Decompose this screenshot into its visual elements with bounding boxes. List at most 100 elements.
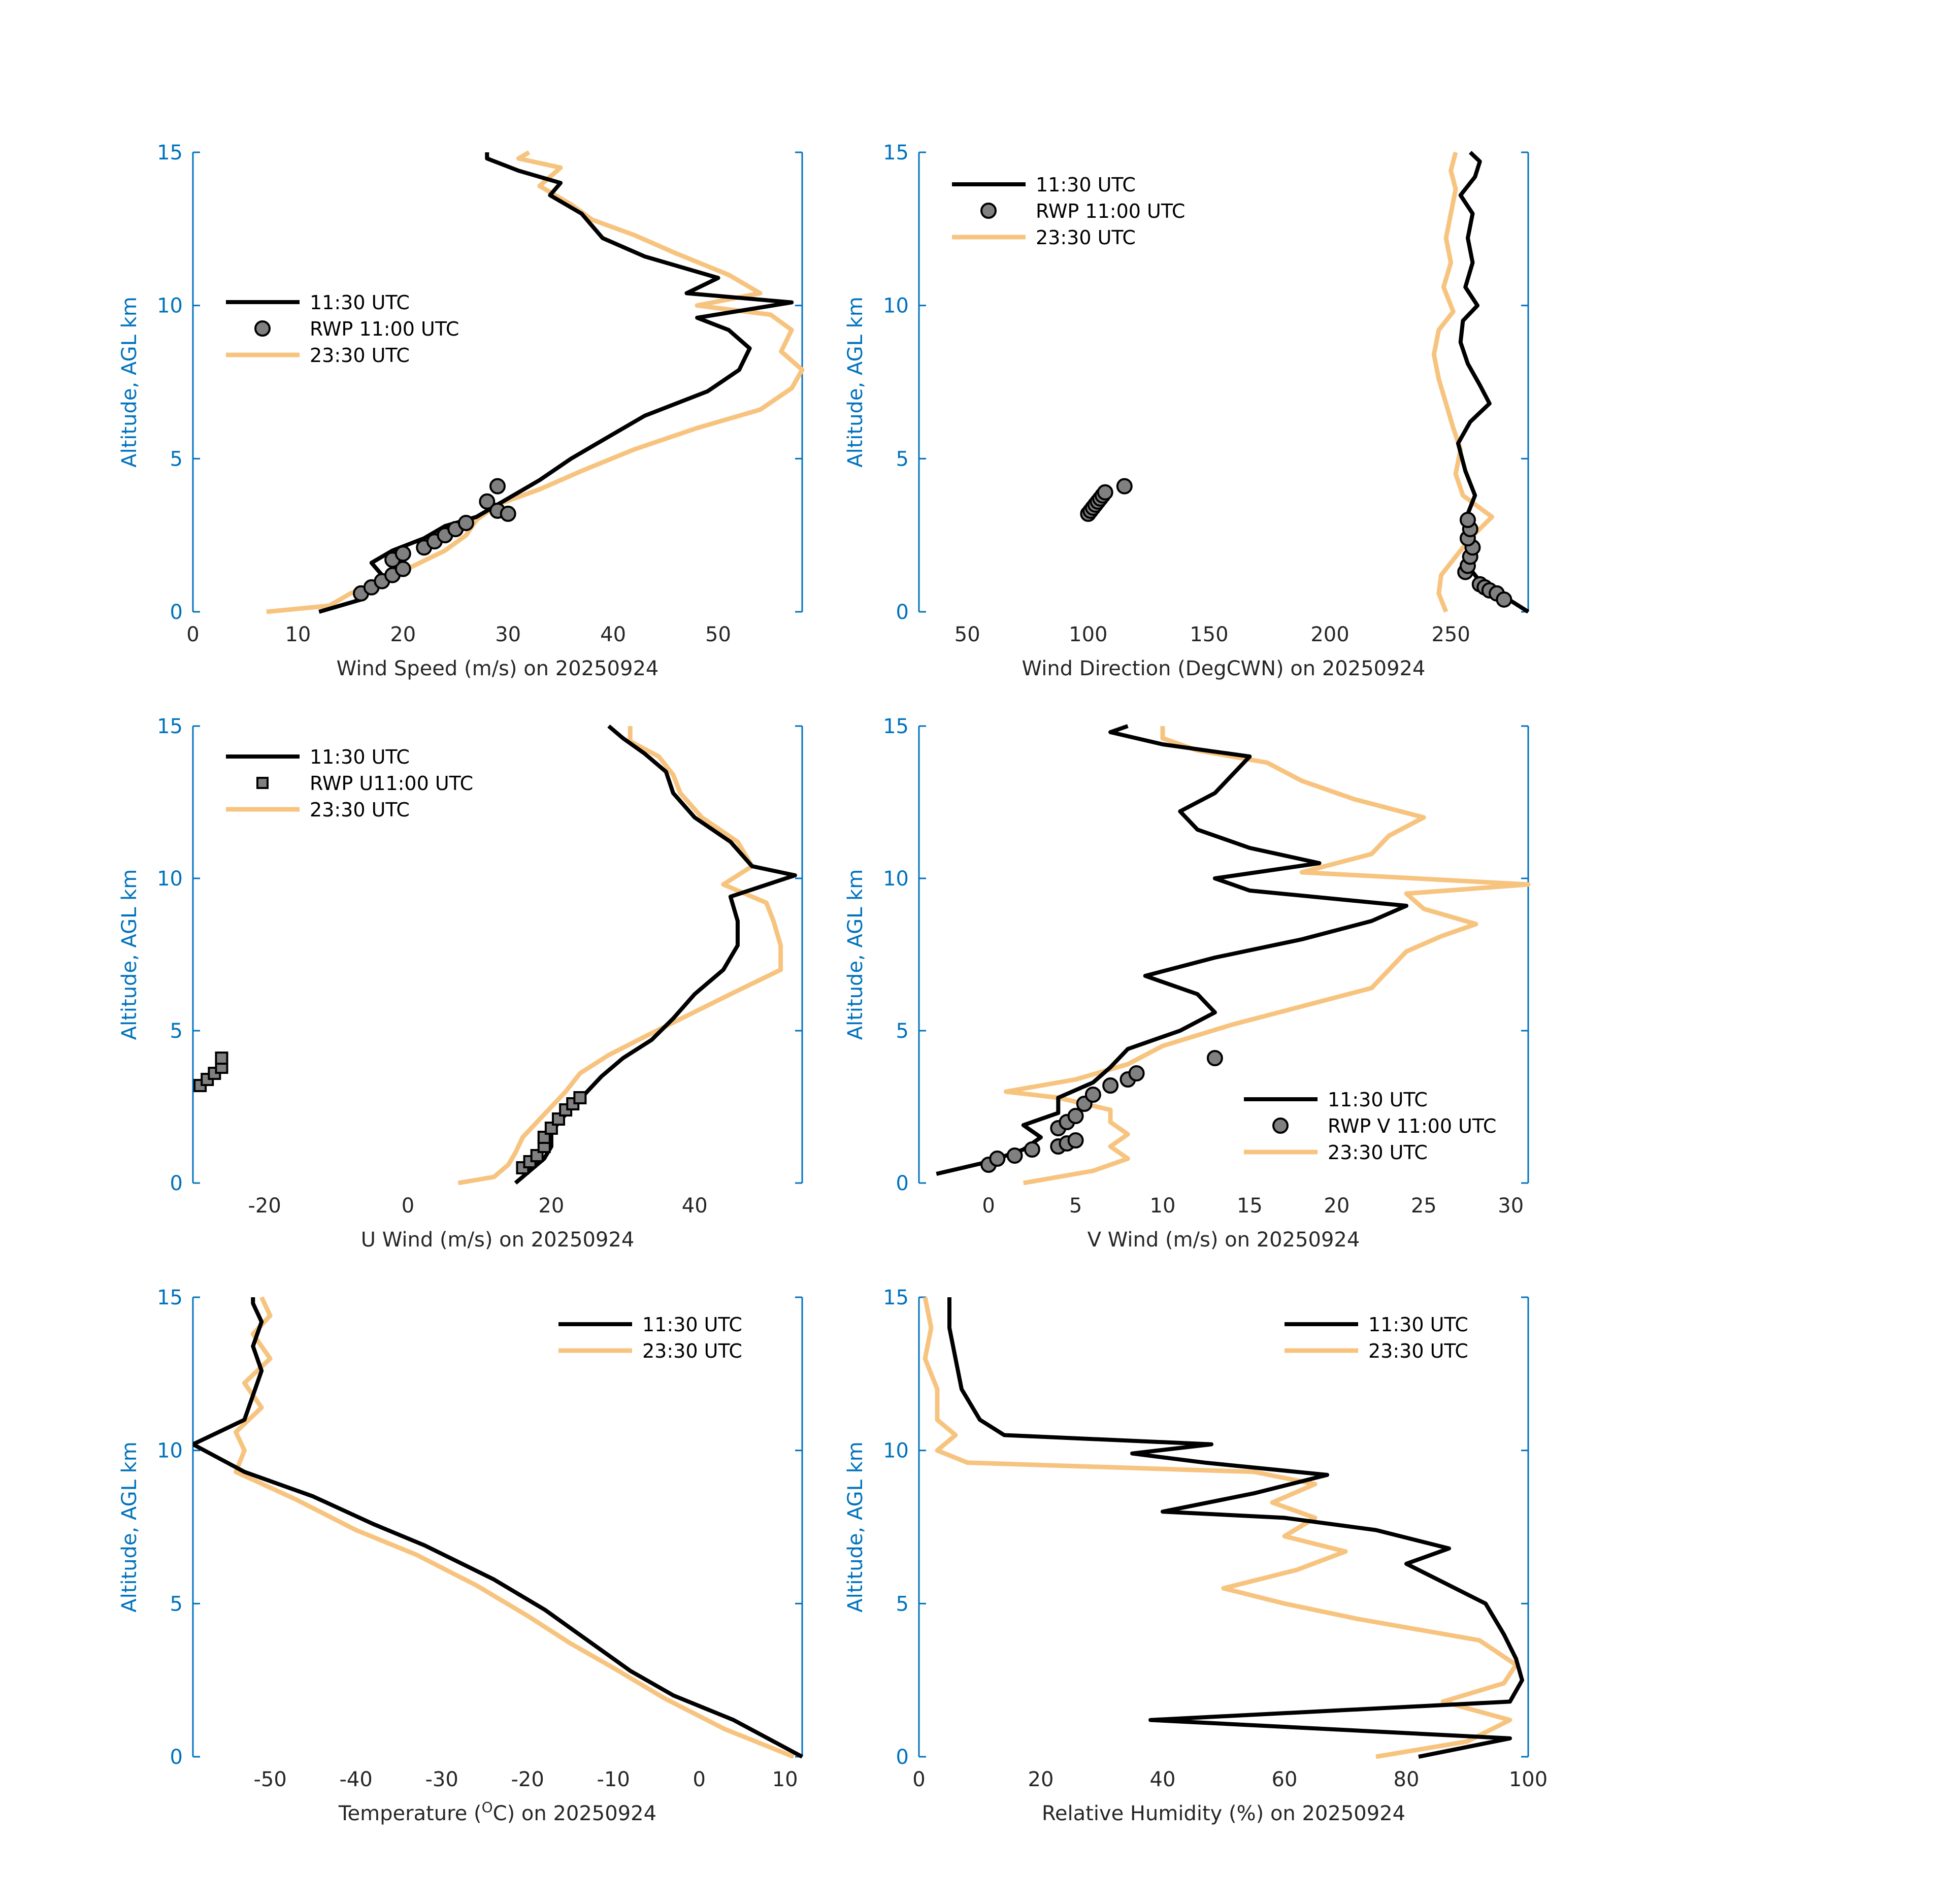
panel-3-y-tick-label: 0 [170, 1172, 183, 1195]
panel-3-x-tick-label: -20 [248, 1194, 281, 1218]
panel-2-x-tick-label: 150 [1190, 623, 1228, 646]
panel-1-y-label: Altitude, AGL km [118, 297, 141, 468]
panel-1-x-label: Wind Speed (m/s) on 20250924 [337, 657, 659, 680]
panel-2-x-tick-label: 100 [1069, 623, 1107, 646]
panel-1-series-rwp-11-00-utc-point [394, 561, 411, 577]
panel-4-series-rwp-v-11-00-utc-point [1067, 1132, 1084, 1148]
panel-1-x-tick-label: 10 [285, 623, 311, 646]
panel-4-x-label: V Wind (m/s) on 20250924 [1088, 1228, 1360, 1252]
panel-3-legend-entry-2-swatch [256, 777, 269, 789]
panel-3-series-23-30-utc-line [457, 726, 783, 1185]
panel-2-legend-entry-1-label: 11:30 UTC [1036, 174, 1136, 196]
panel-3-legend-entry-2-label: RWP U11:00 UTC [310, 772, 473, 795]
panel-3-x-tick-label: 40 [682, 1194, 708, 1218]
panel-3-y-label: Altitude, AGL km [118, 869, 141, 1040]
panel-1-legend-entry-3-label: 23:30 UTC [310, 344, 410, 367]
panel-5-legend-entry-1-label: 11:30 UTC [642, 1314, 742, 1336]
panel-4-x-tick-label: 10 [1150, 1194, 1176, 1218]
panel-1-y-tick-label: 0 [170, 601, 183, 624]
panel-1-y-tick-label: 15 [157, 141, 183, 165]
panel-5-x-tick-label: 0 [693, 1768, 705, 1791]
panel-5-x-tick-label: -30 [425, 1768, 458, 1791]
panel-4-x-tick-label: 30 [1498, 1194, 1524, 1218]
panel-4-y-tick-label: 5 [896, 1020, 909, 1043]
panel-6-x-label: Relative Humidity (%) on 20250924 [1042, 1802, 1405, 1825]
panel-6-legend-entry-2-label: 23:30 UTC [1368, 1340, 1468, 1362]
panel-3-x-tick-label: 20 [538, 1194, 564, 1218]
panel-4-series-rwp-v-11-00-utc-point [989, 1151, 1006, 1167]
panel-2-series-23-30-utc-line [1431, 151, 1495, 613]
panel-4-series-rwp-v-11-00-utc-point [1024, 1141, 1040, 1158]
panel-6-x-tick-label: 0 [912, 1768, 925, 1791]
panel-1-legend-entry-2-swatch [254, 320, 271, 337]
panel-1-series-rwp-11-00-utc-point [500, 505, 516, 522]
panel-3-legend-entry-3-label: 23:30 UTC [310, 799, 410, 821]
panel-2-legend-entry-2-label: RWP 11:00 UTC [1036, 200, 1185, 222]
panel-4-series-rwp-v-11-00-utc-point [1067, 1108, 1084, 1124]
panel-1-series-rwp-11-00-utc-point [457, 515, 474, 532]
panel-4-series-23-30-utc-line [1003, 726, 1531, 1185]
panel-4-y-tick-label: 15 [883, 715, 909, 738]
panel-1-y-tick-label: 10 [157, 294, 183, 318]
panel-4-series-rwp-v-11-00-utc-point [1084, 1087, 1101, 1103]
panel-1-x-tick-label: 30 [495, 623, 521, 646]
panel-6-series-11-30-utc-line [947, 1297, 1524, 1759]
panel-1-x-tick-label: 20 [390, 623, 416, 646]
panel-6-x-tick-label: 80 [1394, 1768, 1420, 1791]
panel-3-y-tick-label: 10 [157, 867, 183, 891]
panel-2-series-rwp-11-00-utc-point [1097, 484, 1113, 501]
panel-3-y-tick-label: 5 [170, 1020, 183, 1043]
panel-5-y-tick-label: 10 [157, 1439, 183, 1463]
panel-5-series-11-30-utc-line [193, 1297, 803, 1759]
panel-3-y-tick-label: 15 [157, 715, 183, 738]
panel-2-x-tick-label: 250 [1431, 623, 1470, 646]
panel-1-series-rwp-11-00-utc-point [394, 545, 411, 562]
panel-4-legend-entry-1-label: 11:30 UTC [1328, 1089, 1428, 1111]
panel-3-legend-entry-1-label: 11:30 UTC [310, 746, 410, 768]
panel-5-x-tick-label: 10 [772, 1768, 798, 1791]
panel-1-x-tick-label: 40 [600, 623, 626, 646]
panel-2-y-tick-label: 5 [896, 447, 909, 471]
panel-2-y-tick-label: 10 [883, 294, 909, 318]
panel-5-x-tick-label: -10 [597, 1768, 630, 1791]
panel-4-y-label: Altitude, AGL km [844, 869, 867, 1040]
panel-4-series-rwp-v-11-00-utc-point [1128, 1065, 1145, 1081]
panel-4-series-11-30-utc-line [936, 724, 1408, 1176]
panel-2-legend-entry-3-label: 23:30 UTC [1036, 226, 1136, 249]
panel-4-series-rwp-v-11-00-utc-point [1102, 1077, 1119, 1094]
panel-2-x-tick-label: 200 [1310, 623, 1349, 646]
panel-3-x-tick-label: 0 [402, 1194, 414, 1218]
panel-2-x-tick-label: 50 [954, 623, 980, 646]
panel-4-x-tick-label: 15 [1237, 1194, 1263, 1218]
panel-5-y-tick-label: 5 [170, 1592, 183, 1616]
panel-4-legend-entry-2-swatch [1272, 1118, 1289, 1134]
panel-4-y-tick-label: 0 [896, 1172, 909, 1195]
panel-1-legend-entry-2-label: RWP 11:00 UTC [310, 318, 459, 340]
panel-5-y-label: Altitude, AGL km [118, 1441, 141, 1613]
panel-4-series-rwp-v-11-00-utc-point [1206, 1050, 1223, 1066]
panel-5-y-tick-label: 15 [157, 1286, 183, 1309]
panel-1-series-23-30-utc-line [266, 150, 805, 614]
panel-5-x-label: Temperature (OC) on 20250924 [338, 1799, 656, 1825]
panel-2-series-rwp-11-00-utc-point [1116, 478, 1133, 495]
panel-3-series-rwp-u11-00-utc-point [215, 1052, 228, 1065]
panel-4-legend-entry-2-label: RWP V 11:00 UTC [1328, 1115, 1496, 1137]
panel-1-x-tick-label: 50 [705, 623, 731, 646]
panel-6-legend-entry-1-label: 11:30 UTC [1368, 1314, 1468, 1336]
panel-6-y-tick-label: 15 [883, 1286, 909, 1309]
panel-1-y-tick-label: 5 [170, 447, 183, 471]
panel-4-x-tick-label: 20 [1324, 1194, 1349, 1218]
panel-4-y-tick-label: 10 [883, 867, 909, 891]
panel-6-x-tick-label: 20 [1028, 1768, 1054, 1791]
panel-4-legend-entry-3-label: 23:30 UTC [1328, 1141, 1428, 1164]
panel-4-x-tick-label: 25 [1411, 1194, 1437, 1218]
panel-4-x-tick-label: 5 [1069, 1194, 1082, 1218]
panel-1-series-rwp-11-00-utc-point [479, 493, 496, 510]
panel-6-y-tick-label: 0 [896, 1746, 909, 1769]
panel-5-x-tick-label: -20 [511, 1768, 544, 1791]
panel-6-series-23-30-utc-line [923, 1297, 1519, 1759]
panel-5-x-tick-label: -50 [253, 1768, 286, 1791]
panel-2-y-tick-label: 15 [883, 141, 909, 165]
panel-2-series-rwp-11-00-utc-point [1496, 591, 1512, 608]
